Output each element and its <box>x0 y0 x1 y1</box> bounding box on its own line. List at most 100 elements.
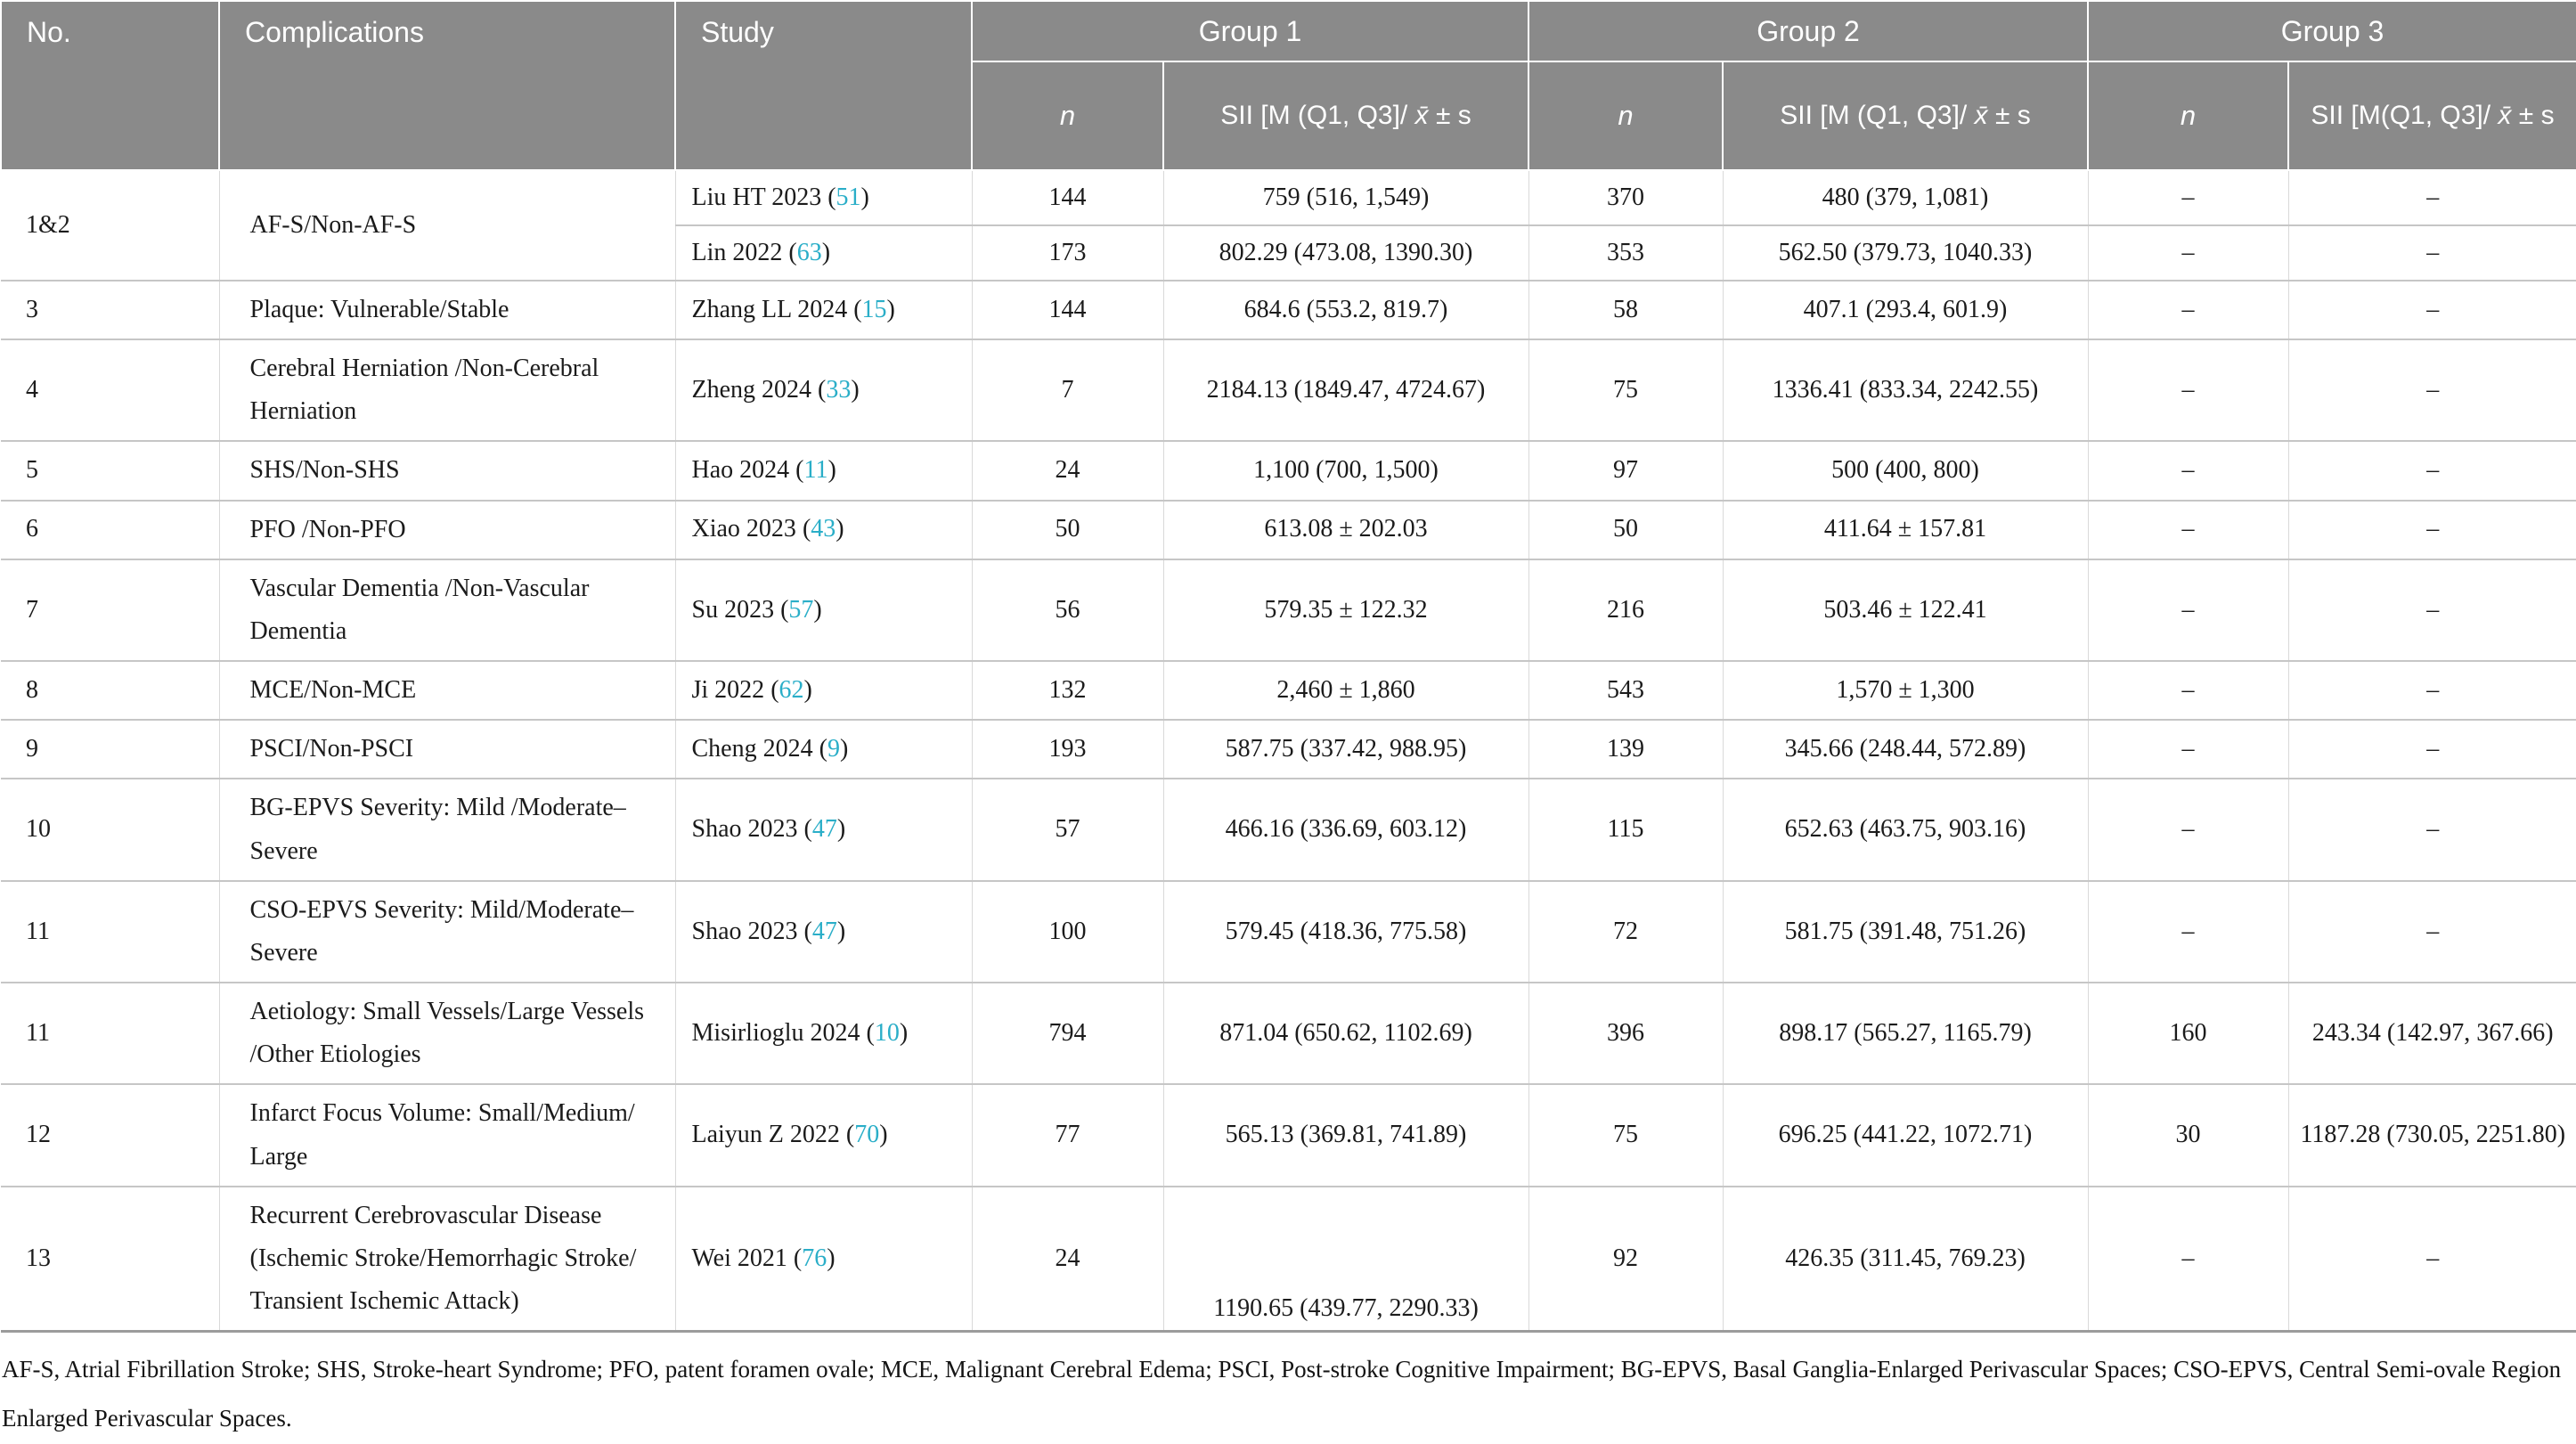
n-cell-group2: 139 <box>1528 720 1724 780</box>
sii-cell-group2: 562.50 (379.73, 1040.33) <box>1723 225 2089 281</box>
table-row: 13 Recurrent Cerebrovascular Disease (Is… <box>1 1186 2576 1334</box>
paren-open: ( <box>780 595 789 624</box>
n-cell-group1: 50 <box>972 500 1164 560</box>
citation-link[interactable]: 51 <box>836 183 861 211</box>
sii-cell-group3: – <box>2288 225 2576 281</box>
sii-cell-group3: – <box>2288 1186 2576 1334</box>
sii-cell-group1: 759 (516, 1,549) <box>1163 170 1529 226</box>
sii-cell-group3: 1187.28 (730.05, 2251.80) <box>2288 1084 2576 1187</box>
xbar-symbol: x̄ <box>1974 101 1988 130</box>
xbar-symbol: x̄ <box>1414 101 1429 130</box>
sii-cell-group1: 565.13 (369.81, 741.89) <box>1163 1084 1529 1187</box>
paren-close: ) <box>827 1244 836 1272</box>
subheader-sii-group3: SII [M(Q1, Q3]/ x̄ ± s <box>2287 61 2576 171</box>
citation-link[interactable]: 10 <box>874 1018 900 1047</box>
sii-cell-group1: 802.29 (473.08, 1390.30) <box>1163 225 1529 281</box>
n-cell-group3: – <box>2088 339 2289 443</box>
citation-link[interactable]: 15 <box>861 295 887 323</box>
n-cell-group2: 97 <box>1528 441 1724 502</box>
citation-link[interactable]: 47 <box>811 917 837 945</box>
sii-label: SII [M (Q1, Q3]/ <box>1220 101 1408 130</box>
pm-s-label: ± s <box>1994 101 2031 130</box>
citation-link[interactable]: 11 <box>803 456 828 485</box>
paren-close: ) <box>827 456 836 485</box>
table-row: 7 Vascular Dementia /Non-Vascular Dement… <box>1 559 2576 663</box>
header-group-3: Group 3 <box>2087 0 2576 62</box>
n-cell-group3: – <box>2088 500 2289 560</box>
sii-cell-group2: 411.64 ± 157.81 <box>1723 500 2089 560</box>
table-row: 11 Aetiology: Small Vessels/Large Vessel… <box>1 983 2576 1086</box>
n-cell-group1: 100 <box>972 880 1164 984</box>
xbar-symbol: x̄ <box>2498 101 2512 130</box>
citation-link[interactable]: 76 <box>802 1244 827 1272</box>
sii-cell-group2: 1,570 ± 1,300 <box>1723 661 2089 722</box>
no-cell: 11 <box>1 983 220 1086</box>
header-no: No. <box>0 0 220 171</box>
header-complications: Complications <box>218 0 676 171</box>
sii-cell-group1: 579.35 ± 122.32 <box>1163 559 1529 663</box>
header-group-1: Group 1 <box>971 0 1529 62</box>
citation-link[interactable]: 9 <box>827 735 840 763</box>
sii-cell-group2: 581.75 (391.48, 751.26) <box>1723 880 2089 984</box>
no-cell: 5 <box>1 441 220 502</box>
citation-link[interactable]: 43 <box>811 515 836 543</box>
complication-cell: Recurrent Cerebrovascular Disease (Ische… <box>219 1186 676 1334</box>
table-row: 3 Plaque: Vulnerable/Stable Zhang LL 202… <box>1 281 2576 341</box>
sii-cell-group3: 243.34 (142.97, 367.66) <box>2288 983 2576 1086</box>
sii-cell-group1: 2,460 ± 1,860 <box>1163 661 1529 722</box>
paren-close: ) <box>851 376 860 404</box>
study-name: Liu HT 2023 <box>691 183 822 211</box>
paren-close: ) <box>836 917 846 945</box>
table-row: 11 CSO-EPVS Severity: Mild/Moderate– Sev… <box>1 880 2576 984</box>
no-cell: 12 <box>1 1084 220 1187</box>
citation-link[interactable]: 63 <box>796 238 822 266</box>
study-cell: Cheng 2024 (9) <box>675 720 973 780</box>
no-cell: 13 <box>1 1186 220 1334</box>
subheader-sii-group1: SII [M (Q1, Q3]/ x̄ ± s <box>1162 61 1529 171</box>
n-cell-group2: 115 <box>1528 779 1724 882</box>
paren-open: ( <box>803 917 812 945</box>
study-cell: Su 2023 (57) <box>675 559 973 663</box>
subheader-n-group3: n <box>2087 61 2289 171</box>
sii-cell-group2: 407.1 (293.4, 601.9) <box>1723 281 2089 341</box>
citation-link[interactable]: 47 <box>811 815 837 844</box>
sii-cell-group1: 871.04 (650.62, 1102.69) <box>1163 983 1529 1086</box>
n-cell-group2: 72 <box>1528 880 1724 984</box>
subheader-sii-group2: SII [M (Q1, Q3]/ x̄ ± s <box>1722 61 2089 171</box>
sii-cell-group2: 898.17 (565.27, 1165.79) <box>1723 983 2089 1086</box>
sii-complications-table: No. Complications Study Group 1 Group 2 … <box>0 0 2576 1334</box>
sii-cell-group1: 587.75 (337.42, 988.95) <box>1163 720 1529 780</box>
subheader-n-group1: n <box>971 61 1164 171</box>
paren-close: ) <box>836 815 846 844</box>
study-name: Xiao 2023 <box>691 515 796 543</box>
paren-close: ) <box>813 595 822 624</box>
study-name: Laiyun Z 2022 <box>691 1121 840 1149</box>
header-row-measures: n SII [M (Q1, Q3]/ x̄ ± s n SII [M (Q1, … <box>1 61 2576 171</box>
n-cell-group3: – <box>2088 170 2289 226</box>
paren-close: ) <box>821 238 831 266</box>
sii-cell-group2: 652.63 (463.75, 903.16) <box>1723 779 2089 882</box>
sii-cell-group2: 480 (379, 1,081) <box>1723 170 2089 226</box>
sii-cell-group3: – <box>2288 880 2576 984</box>
study-cell: Shao 2023 (47) <box>675 779 973 882</box>
n-cell-group1: 56 <box>972 559 1164 663</box>
study-name: Lin 2022 <box>691 238 783 266</box>
subheader-n-group2: n <box>1528 61 1724 171</box>
study-cell: Wei 2021 (76) <box>675 1186 973 1334</box>
citation-link[interactable]: 62 <box>779 675 804 704</box>
header-study: Study <box>674 0 973 171</box>
n-cell-group1: 7 <box>972 339 1164 443</box>
paren-open: ( <box>803 815 812 844</box>
citation-link[interactable]: 57 <box>788 595 814 624</box>
citation-link[interactable]: 70 <box>854 1121 880 1149</box>
n-cell-group1: 24 <box>972 1186 1164 1334</box>
sii-cell-group3: – <box>2288 661 2576 722</box>
citation-link[interactable]: 33 <box>826 376 852 404</box>
study-cell: Zheng 2024 (33) <box>675 339 973 443</box>
sii-cell-group2: 500 (400, 800) <box>1723 441 2089 502</box>
table-row: 12 Infarct Focus Volume: Small/Medium/ L… <box>1 1084 2576 1187</box>
n-cell-group2: 75 <box>1528 339 1724 443</box>
paren-close: ) <box>839 735 849 763</box>
no-cell: 7 <box>1 559 220 663</box>
n-cell-group2: 216 <box>1528 559 1724 663</box>
